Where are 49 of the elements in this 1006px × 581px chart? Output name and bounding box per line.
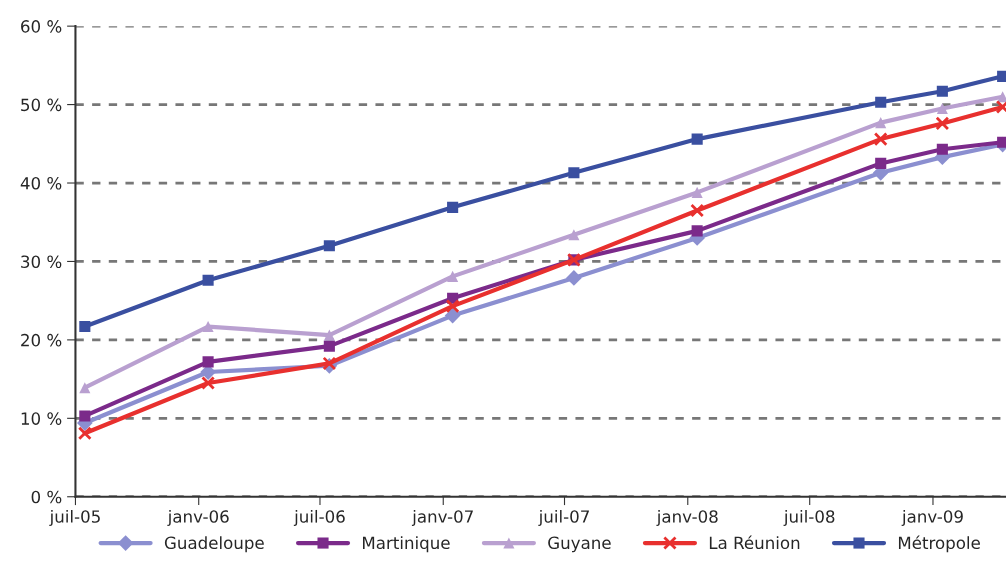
point bbox=[566, 270, 582, 286]
point bbox=[936, 102, 948, 115]
x-tick-label: janv-06 bbox=[167, 509, 229, 527]
point bbox=[445, 299, 460, 314]
point bbox=[77, 426, 92, 441]
point bbox=[875, 96, 887, 108]
point bbox=[201, 376, 216, 390]
point bbox=[875, 157, 887, 169]
point bbox=[691, 133, 703, 145]
point bbox=[873, 132, 888, 147]
point bbox=[323, 340, 335, 352]
y-tick-label: 50 % bbox=[21, 98, 62, 112]
y-tick-label: 0 % bbox=[31, 490, 62, 504]
x-tick-label: janv-07 bbox=[411, 509, 473, 527]
y-tick-label: 20 % bbox=[21, 333, 62, 347]
legend-label: Métropole bbox=[898, 535, 980, 553]
x-tick-label: juil-05 bbox=[49, 509, 100, 527]
legend-label: La Réunion bbox=[709, 535, 800, 550]
point bbox=[690, 203, 705, 218]
legend-label: Martinique bbox=[363, 536, 450, 553]
x-tick-label: juil-06 bbox=[293, 509, 345, 527]
legend-label: Guadeloupe bbox=[164, 536, 264, 553]
x-tick-label: juil-07 bbox=[538, 509, 589, 527]
point bbox=[447, 201, 459, 213]
point bbox=[202, 321, 214, 333]
x-tick-label: janv-08 bbox=[656, 509, 718, 527]
point bbox=[875, 117, 887, 129]
point bbox=[323, 329, 335, 341]
point bbox=[936, 85, 948, 97]
point bbox=[568, 229, 580, 241]
point bbox=[936, 143, 948, 155]
point bbox=[79, 321, 91, 333]
point bbox=[323, 240, 335, 252]
legend-label: Guyane bbox=[548, 536, 611, 553]
point bbox=[568, 167, 580, 179]
point bbox=[691, 225, 703, 237]
y-tick-label: 30 % bbox=[21, 255, 62, 269]
point bbox=[691, 186, 703, 198]
y-tick-label: 10 % bbox=[21, 412, 62, 425]
point bbox=[444, 307, 461, 324]
point bbox=[202, 274, 214, 286]
point bbox=[447, 270, 459, 282]
y-tick-label: 40 % bbox=[20, 176, 62, 190]
point bbox=[935, 116, 950, 131]
x-tick-label: janv-09 bbox=[901, 509, 963, 527]
point bbox=[202, 356, 214, 368]
x-tick-label: juil-08 bbox=[783, 509, 835, 527]
y-tick-label: 60 % bbox=[21, 20, 62, 33]
point bbox=[79, 410, 91, 422]
